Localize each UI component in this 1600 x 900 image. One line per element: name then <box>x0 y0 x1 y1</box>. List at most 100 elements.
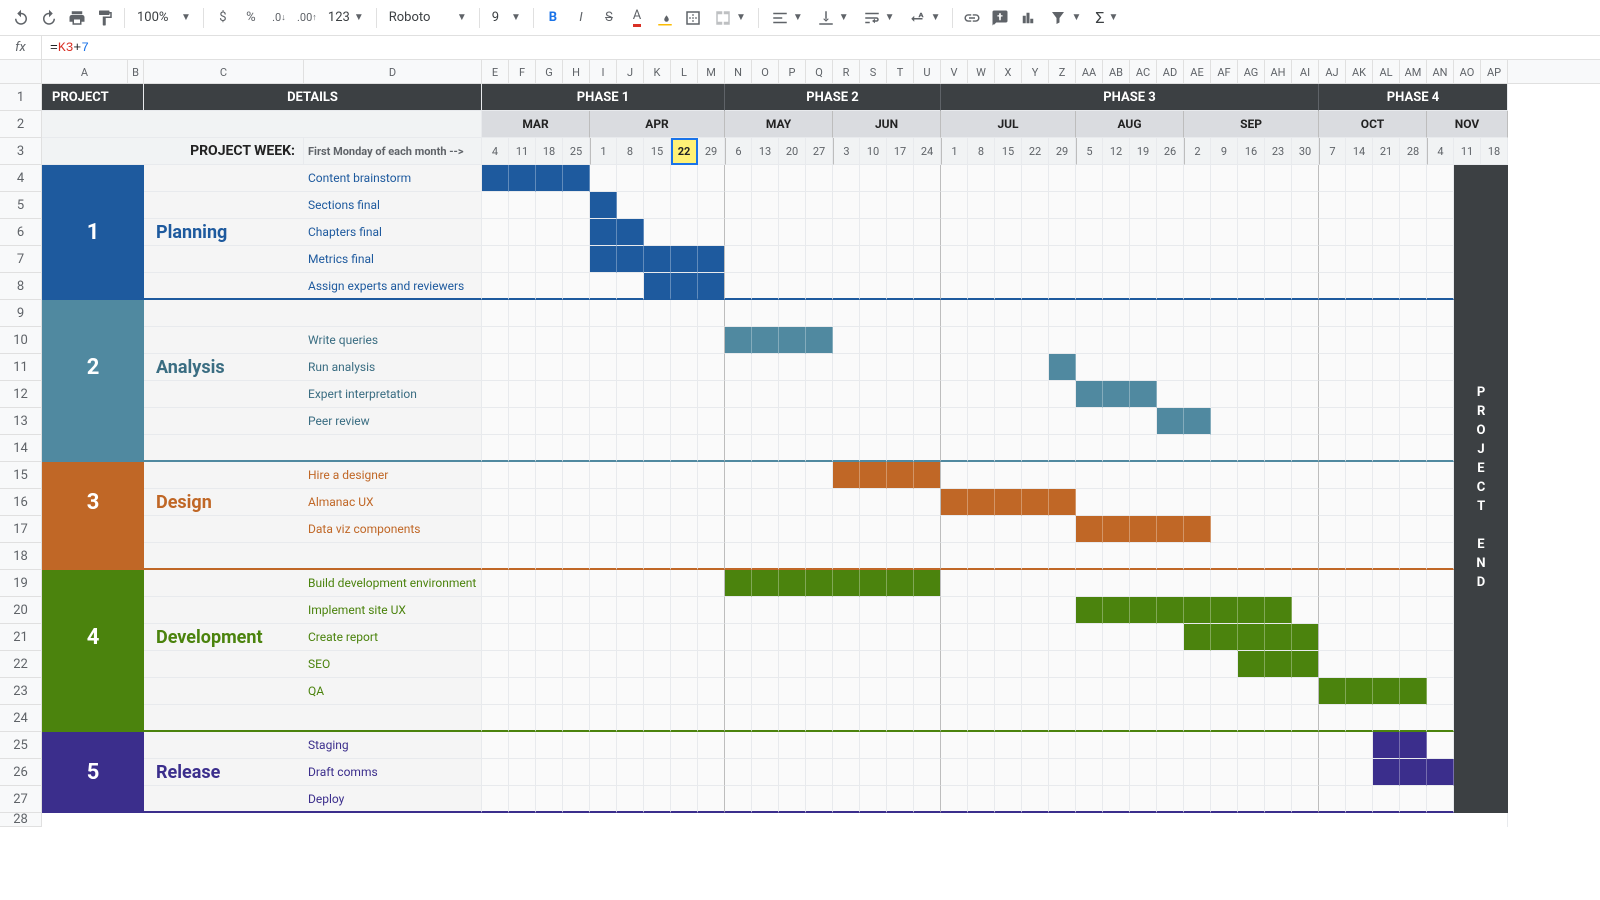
gantt-cell[interactable] <box>1292 165 1319 192</box>
gantt-cell[interactable] <box>1103 543 1130 570</box>
gantt-cell[interactable] <box>725 381 752 408</box>
gantt-cell[interactable] <box>1400 570 1427 597</box>
gantt-cell[interactable] <box>1427 489 1454 516</box>
gantt-cell[interactable] <box>1049 705 1076 732</box>
gantt-cell[interactable] <box>617 462 644 489</box>
gantt-cell[interactable] <box>995 408 1022 435</box>
gantt-cell[interactable] <box>1076 435 1103 462</box>
gantt-cell[interactable] <box>833 327 860 354</box>
gantt-cell[interactable] <box>833 570 860 597</box>
gantt-cell[interactable] <box>482 786 509 813</box>
gantt-cell[interactable] <box>968 192 995 219</box>
gantt-cell[interactable] <box>833 300 860 327</box>
column-header[interactable]: F <box>509 60 536 84</box>
gantt-cell[interactable] <box>1211 489 1238 516</box>
column-header[interactable]: L <box>671 60 698 84</box>
gantt-cell[interactable] <box>1184 570 1211 597</box>
gantt-cell[interactable] <box>1319 165 1346 192</box>
gantt-cell[interactable] <box>644 570 671 597</box>
gantt-cell[interactable] <box>833 759 860 786</box>
gantt-cell[interactable] <box>482 435 509 462</box>
gantt-cell[interactable] <box>1103 516 1130 543</box>
gantt-cell[interactable] <box>968 759 995 786</box>
gantt-cell[interactable] <box>725 408 752 435</box>
v-align-button[interactable]: ▼ <box>811 5 855 31</box>
gantt-cell[interactable] <box>1157 300 1184 327</box>
column-header[interactable]: N <box>725 60 752 84</box>
phase-name-cell[interactable]: Release <box>144 759 304 786</box>
gantt-cell[interactable] <box>1211 651 1238 678</box>
cell[interactable]: AUG <box>1076 111 1184 138</box>
gantt-cell[interactable] <box>725 273 752 300</box>
cell[interactable]: PHASE 4 <box>1319 84 1508 111</box>
gantt-cell[interactable] <box>995 597 1022 624</box>
gantt-cell[interactable] <box>1265 165 1292 192</box>
cell[interactable]: First Monday of each month --> <box>304 138 482 165</box>
phase-name-cell[interactable] <box>144 651 304 678</box>
gantt-cell[interactable] <box>779 489 806 516</box>
gantt-cell[interactable] <box>1346 786 1373 813</box>
gantt-cell[interactable] <box>914 543 941 570</box>
gantt-cell[interactable] <box>1130 273 1157 300</box>
bold-button[interactable]: B <box>540 5 566 31</box>
gantt-cell[interactable] <box>779 705 806 732</box>
gantt-cell[interactable] <box>509 246 536 273</box>
zoom-select[interactable]: 100%▼ <box>131 5 197 31</box>
gantt-cell[interactable] <box>806 624 833 651</box>
gantt-cell[interactable] <box>698 246 725 273</box>
gantt-cell[interactable] <box>1319 435 1346 462</box>
gantt-cell[interactable] <box>671 327 698 354</box>
cell[interactable]: SEP <box>1184 111 1319 138</box>
cell[interactable]: 14 <box>1346 138 1373 165</box>
gantt-cell[interactable] <box>1319 219 1346 246</box>
gantt-cell[interactable] <box>1130 543 1157 570</box>
row-header[interactable]: 16 <box>0 489 42 516</box>
gantt-cell[interactable] <box>914 165 941 192</box>
gantt-cell[interactable] <box>860 597 887 624</box>
column-header[interactable]: AB <box>1103 60 1130 84</box>
gantt-cell[interactable] <box>914 408 941 435</box>
row-header[interactable]: 23 <box>0 678 42 705</box>
gantt-cell[interactable] <box>968 408 995 435</box>
gantt-cell[interactable] <box>1184 732 1211 759</box>
row-header[interactable]: 18 <box>0 543 42 570</box>
gantt-cell[interactable] <box>1211 759 1238 786</box>
gantt-cell[interactable] <box>1022 381 1049 408</box>
gantt-cell[interactable] <box>806 759 833 786</box>
gantt-cell[interactable] <box>536 246 563 273</box>
gantt-cell[interactable] <box>1427 678 1454 705</box>
gantt-cell[interactable] <box>860 570 887 597</box>
gantt-cell[interactable] <box>1238 624 1265 651</box>
borders-button[interactable] <box>680 5 706 31</box>
gantt-cell[interactable] <box>1049 759 1076 786</box>
gantt-cell[interactable] <box>1211 732 1238 759</box>
gantt-cell[interactable] <box>941 327 968 354</box>
gantt-cell[interactable] <box>725 570 752 597</box>
gantt-cell[interactable] <box>644 327 671 354</box>
gantt-cell[interactable] <box>833 489 860 516</box>
gantt-cell[interactable] <box>1103 489 1130 516</box>
gantt-cell[interactable] <box>1265 624 1292 651</box>
gantt-cell[interactable] <box>725 624 752 651</box>
gantt-cell[interactable] <box>1346 570 1373 597</box>
gantt-cell[interactable] <box>833 543 860 570</box>
gantt-cell[interactable] <box>617 597 644 624</box>
gantt-cell[interactable] <box>833 381 860 408</box>
phase-number-cell[interactable] <box>42 246 144 273</box>
gantt-cell[interactable] <box>806 516 833 543</box>
phase-number-cell[interactable] <box>42 462 144 489</box>
gantt-cell[interactable] <box>671 597 698 624</box>
gantt-cell[interactable] <box>752 732 779 759</box>
gantt-cell[interactable] <box>1184 705 1211 732</box>
gantt-cell[interactable] <box>1103 732 1130 759</box>
gantt-cell[interactable] <box>698 786 725 813</box>
gantt-cell[interactable] <box>1400 435 1427 462</box>
cell[interactable]: 9 <box>1211 138 1238 165</box>
cell[interactable]: 27 <box>806 138 833 165</box>
gantt-cell[interactable] <box>1184 759 1211 786</box>
gantt-cell[interactable] <box>887 597 914 624</box>
gantt-cell[interactable] <box>752 327 779 354</box>
gantt-cell[interactable] <box>1265 435 1292 462</box>
gantt-cell[interactable] <box>671 759 698 786</box>
gantt-cell[interactable] <box>887 678 914 705</box>
